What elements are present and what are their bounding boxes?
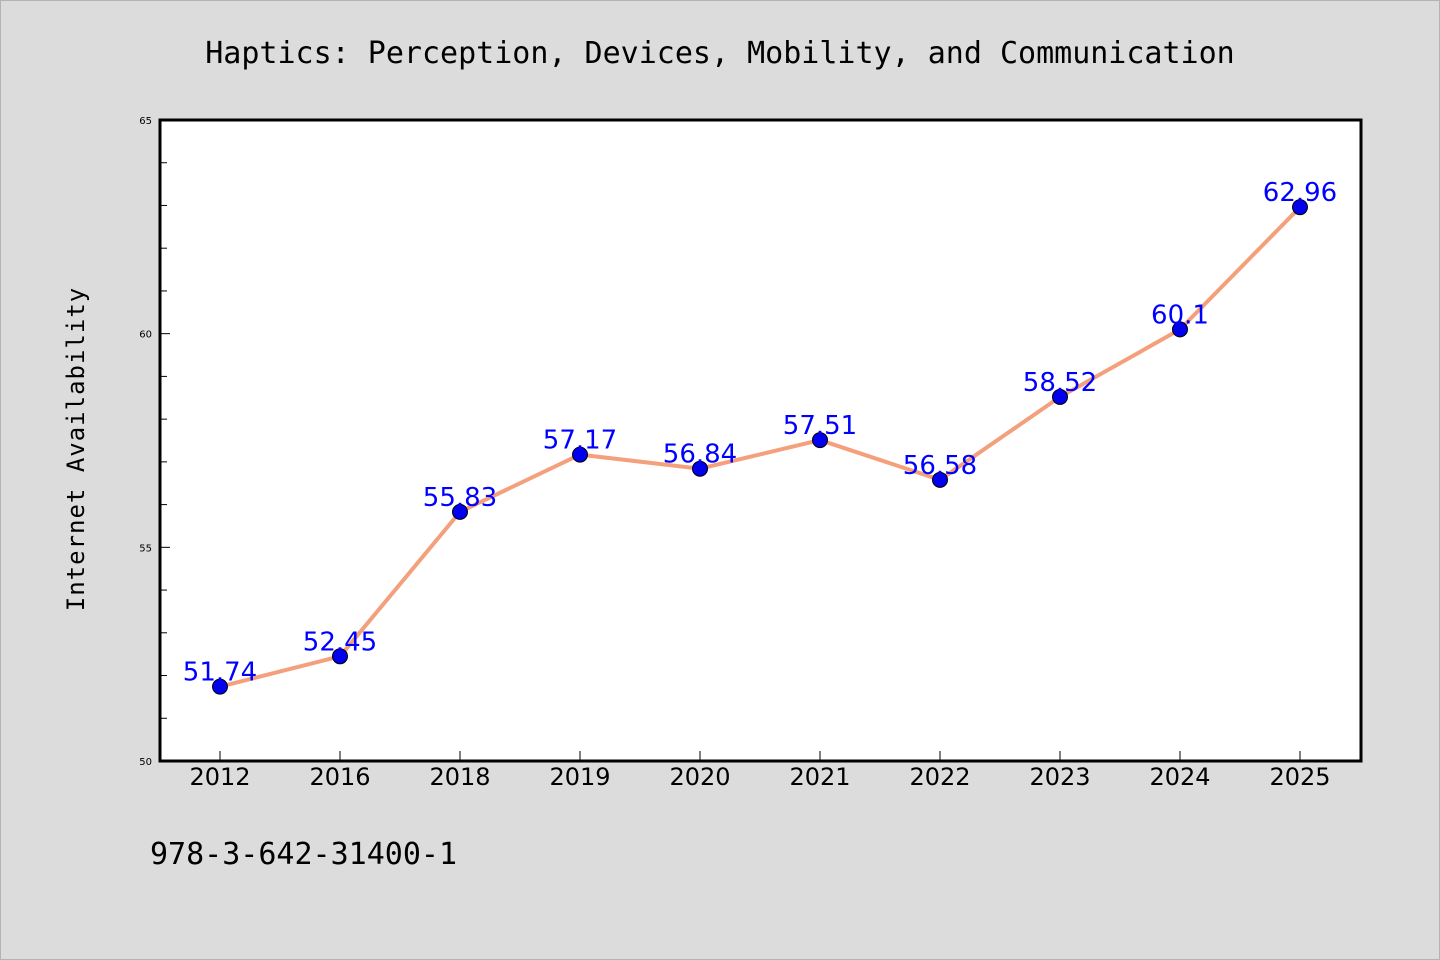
x-tick-label: 2024	[1149, 763, 1210, 791]
series-line	[219, 205, 1302, 689]
x-tick-label: 2018	[429, 763, 490, 791]
data-label: 60.1	[1151, 300, 1209, 330]
data-label: 56.84	[663, 440, 737, 470]
y-tick-label: 65	[139, 116, 152, 127]
data-point	[332, 648, 348, 665]
data-markers	[212, 199, 1308, 695]
plot-area	[160, 120, 1361, 761]
data-labels: 51.74 52.45 55.83 57.17 56.84 57.51 56.58 58.52…	[183, 178, 1337, 687]
data-label: 56.58	[903, 451, 977, 481]
x-tick-label: 2020	[669, 763, 730, 791]
isbn-label: 978-3-642-31400-1	[150, 837, 457, 872]
data-label: 58.52	[1023, 368, 1097, 398]
x-tick-label: 2025	[1269, 763, 1330, 791]
data-point	[452, 503, 468, 520]
data-label: 55.83	[423, 483, 497, 513]
chart-title: Haptics: Perception, Devices, Mobility, …	[205, 36, 1235, 71]
data-point	[812, 432, 828, 449]
x-tick-label: 2019	[549, 763, 610, 791]
plot-frame	[158, 118, 1363, 763]
y-tick-label: 55	[139, 543, 152, 554]
x-tick-label: 2023	[1029, 763, 1090, 791]
y-tick-label: 50	[139, 757, 152, 768]
data-point	[212, 678, 228, 695]
data-point	[1052, 388, 1068, 405]
data-point	[932, 471, 948, 488]
y-axis-label: Internet Availability	[62, 287, 90, 611]
x-tick-label: 2021	[789, 763, 850, 791]
x-axis-ticks: 2012 2016 2018 2019 2020 2021 2022 2023 2024 2025	[189, 751, 1331, 791]
y-tick-label: 60	[139, 330, 152, 341]
data-label: 57.51	[783, 411, 857, 441]
data-label: 51.74	[183, 658, 257, 688]
x-tick-label: 2022	[909, 763, 970, 791]
data-point	[1292, 199, 1308, 216]
x-tick-label: 2016	[309, 763, 370, 791]
data-label: 57.17	[543, 426, 617, 456]
x-tick-label: 2012	[189, 763, 250, 791]
data-point	[572, 446, 588, 463]
data-label: 52.45	[303, 627, 377, 657]
data-point	[1172, 321, 1188, 338]
data-label: 62.96	[1263, 178, 1337, 208]
data-point	[692, 460, 708, 477]
